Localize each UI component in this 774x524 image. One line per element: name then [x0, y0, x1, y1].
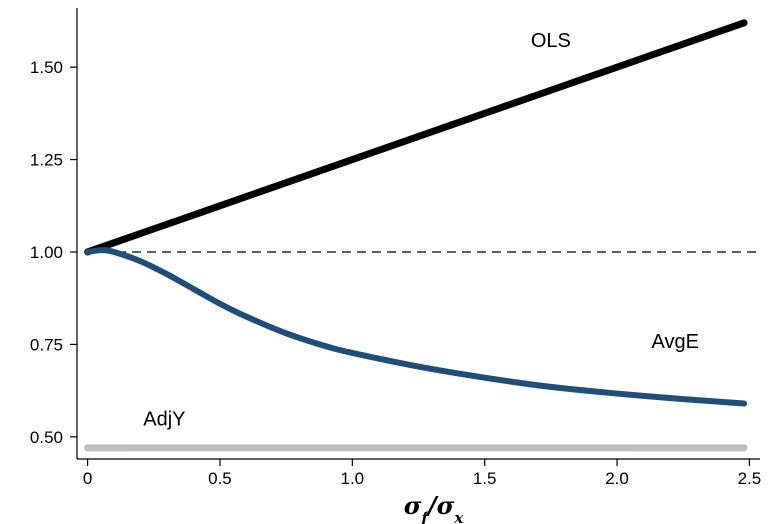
y-tick-label: 1.25 [30, 151, 63, 170]
series-label-adjy: AdjY [143, 409, 185, 431]
series-label-avge: AvgE [652, 331, 699, 353]
series-group [84, 19, 748, 452]
x-tick-label: 0.5 [208, 469, 232, 488]
series-line-ols [84, 19, 748, 256]
series-labels: OLS AvgE AdjY [143, 30, 699, 431]
x-tick-label: 1.0 [340, 469, 364, 488]
x-tick-label: 2.5 [738, 469, 762, 488]
y-tick-label: 1.00 [30, 243, 63, 262]
series-label-ols: OLS [531, 30, 571, 52]
series-line-avge [84, 247, 748, 407]
y-tick-label: 0.50 [30, 428, 63, 447]
x-tick-label: 0 [83, 469, 92, 488]
y-tick-label: 1.50 [30, 58, 63, 77]
x-tick-label: 2.0 [605, 469, 629, 488]
x-axis-title: σf/σx [404, 491, 465, 524]
axes: 0.50 0.75 1.00 1.25 1.50 0 0.5 1.0 1.5 2.0 2.5 [30, 8, 761, 488]
x-tick-label: 1.5 [473, 469, 497, 488]
y-tick-label: 0.75 [30, 335, 63, 354]
